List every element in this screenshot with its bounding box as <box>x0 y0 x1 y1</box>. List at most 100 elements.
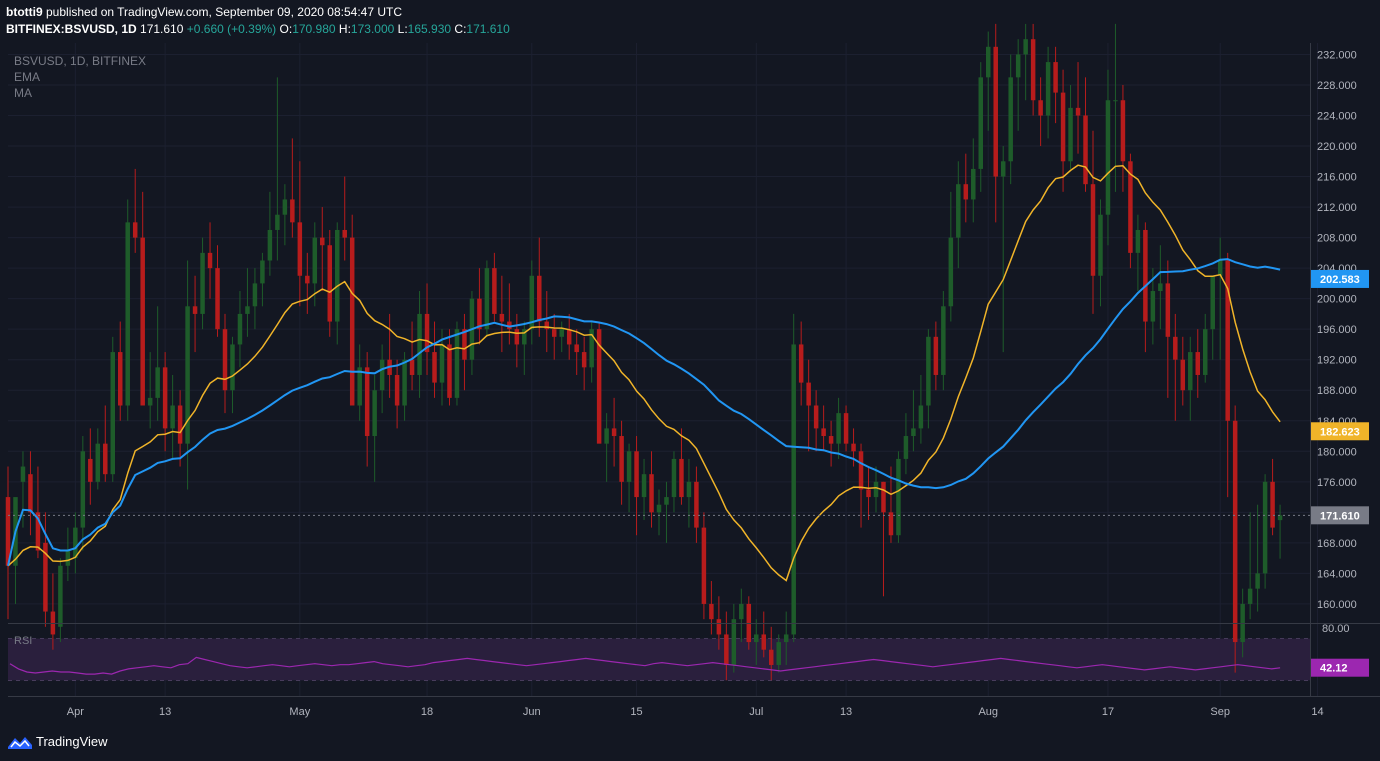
candle <box>65 527 71 582</box>
candle-body <box>200 252 205 314</box>
candle-body <box>334 229 340 322</box>
candle <box>297 161 303 307</box>
candle <box>664 481 669 543</box>
candle <box>88 428 93 505</box>
candle <box>282 184 288 246</box>
candle <box>432 321 437 398</box>
tradingview-logo-icon <box>8 736 32 749</box>
candle-body <box>454 329 460 398</box>
ema-price-badge: 182.623 <box>1311 422 1369 441</box>
axes: 232.000 228.000 224.000 220.000 216.000 212.0… <box>8 43 1380 718</box>
candle <box>1105 69 1111 246</box>
candle-body <box>1120 100 1126 162</box>
candle-body <box>245 306 250 314</box>
candle <box>911 390 916 452</box>
candle-body <box>1158 283 1163 292</box>
ema-line <box>7 164 1281 582</box>
candle <box>1135 214 1141 292</box>
candle-body <box>821 428 826 437</box>
candle-body <box>611 428 617 437</box>
candle <box>43 512 48 627</box>
candle-body <box>1188 352 1193 391</box>
candle <box>364 352 370 467</box>
candle-body <box>125 222 130 406</box>
candle-body <box>103 443 108 475</box>
candle-body <box>1165 283 1171 337</box>
candle-body <box>132 222 138 238</box>
candle <box>1023 23 1028 101</box>
price-tick-label: 168.000 <box>1317 538 1357 550</box>
candle-body <box>776 642 781 665</box>
candle <box>20 451 26 528</box>
candle-body <box>80 451 86 528</box>
ema-price-badge-text: 182.623 <box>1320 426 1360 438</box>
candle <box>1270 458 1275 536</box>
candle-body <box>305 275 310 284</box>
candle-body <box>237 313 243 345</box>
candle <box>290 138 295 238</box>
high-label: H: <box>338 22 351 36</box>
high-value: 173.000 <box>350 22 395 36</box>
candle-body <box>1113 100 1118 102</box>
price-tick-label: 196.000 <box>1317 324 1357 336</box>
candle <box>634 436 639 536</box>
candle-body <box>117 352 123 406</box>
time-tick-label: Sep <box>1210 706 1230 718</box>
candle <box>5 466 11 620</box>
candle <box>372 374 377 482</box>
candle <box>394 359 400 429</box>
candle-body <box>828 436 834 444</box>
candle <box>462 313 467 391</box>
rsi-tick-label: 80.00 <box>1322 623 1350 635</box>
candle <box>230 336 235 414</box>
candle <box>334 222 340 345</box>
candle <box>177 390 183 467</box>
candle-body <box>656 504 662 513</box>
candle-body <box>754 634 759 643</box>
candle-body <box>372 390 377 437</box>
rsi-line <box>9 656 1281 675</box>
candle-body <box>709 603 714 620</box>
last-price-badge: 171.610 <box>1311 506 1369 525</box>
candle <box>387 313 392 398</box>
price-tick-label: 232.000 <box>1317 49 1357 61</box>
candle-body <box>379 359 385 391</box>
candle <box>1173 313 1178 421</box>
candle <box>776 634 781 673</box>
close-value: 171.610 <box>466 22 510 36</box>
candle-body <box>439 344 445 383</box>
close-label: C: <box>454 22 467 36</box>
candle <box>103 405 108 482</box>
publisher-username[interactable]: btotti9 <box>6 5 43 19</box>
candle <box>1262 474 1268 589</box>
candle-body <box>664 497 669 505</box>
change-value: +0.660 (+0.39%) <box>186 22 277 36</box>
candle <box>95 428 101 490</box>
candle-body <box>417 313 422 375</box>
ma-price-badge-bg <box>1311 269 1369 288</box>
candle-body <box>1195 352 1201 375</box>
candle-body <box>185 306 190 444</box>
candle-body <box>873 481 879 498</box>
candle-body <box>537 275 542 322</box>
candle <box>1188 336 1193 421</box>
candle <box>926 329 931 429</box>
candle-body <box>551 329 557 337</box>
candle-body <box>1217 260 1223 276</box>
price-chart[interactable]: 232.000 228.000 224.000 220.000 216.000 212.0… <box>0 0 1380 724</box>
candle <box>529 260 535 345</box>
candle <box>1195 329 1201 398</box>
candle-body <box>761 634 767 650</box>
candle <box>439 329 445 406</box>
candle-body <box>978 77 984 169</box>
tradingview-logo[interactable]: TradingView <box>8 734 108 749</box>
candle-body <box>888 512 894 536</box>
candle <box>379 344 385 414</box>
candle <box>1255 504 1260 612</box>
candle <box>686 458 692 528</box>
candle-body <box>791 344 796 635</box>
candle-body <box>686 481 692 498</box>
candle <box>813 390 819 452</box>
candle <box>507 283 512 345</box>
candle <box>267 191 273 276</box>
